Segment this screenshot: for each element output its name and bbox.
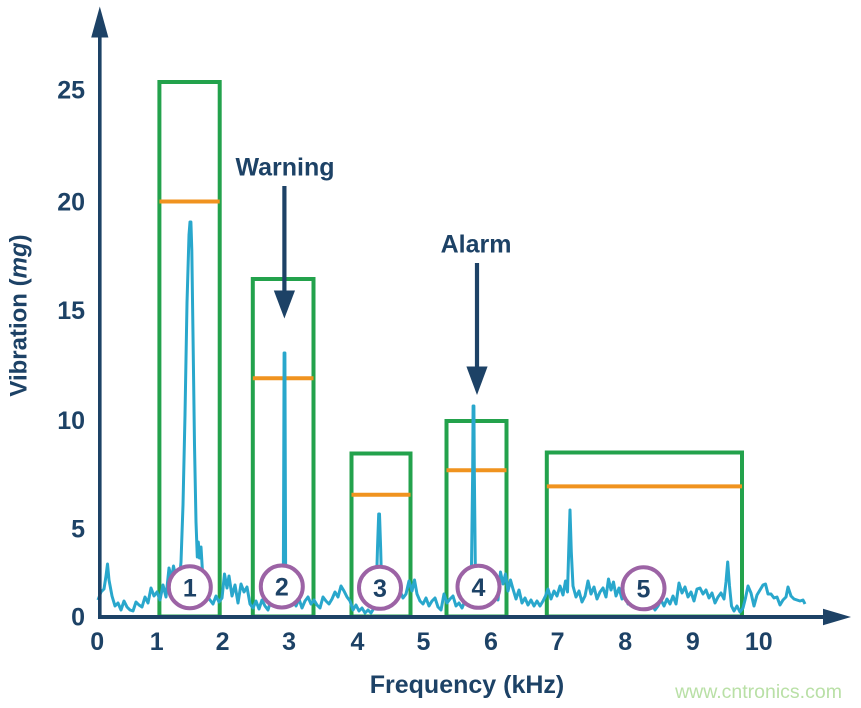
- svg-text:Frequency (kHz): Frequency (kHz): [370, 671, 564, 699]
- svg-text:1: 1: [150, 628, 164, 656]
- svg-text:15: 15: [57, 297, 85, 325]
- svg-text:1: 1: [183, 574, 197, 602]
- svg-text:10: 10: [57, 407, 85, 435]
- svg-text:3: 3: [282, 628, 296, 656]
- svg-text:Alarm: Alarm: [441, 231, 512, 259]
- svg-text:20: 20: [57, 189, 85, 217]
- svg-text:2: 2: [275, 574, 289, 602]
- svg-text:4: 4: [472, 574, 486, 602]
- svg-text:0: 0: [90, 628, 104, 656]
- svg-text:Vibration (mg): Vibration (mg): [6, 234, 33, 396]
- svg-text:6: 6: [484, 628, 498, 656]
- svg-text:2: 2: [216, 628, 230, 656]
- svg-text:9: 9: [686, 628, 700, 656]
- svg-text:25: 25: [57, 77, 85, 105]
- svg-text:5: 5: [417, 628, 431, 656]
- svg-text:10: 10: [745, 628, 773, 656]
- svg-text:7: 7: [551, 628, 565, 656]
- svg-text:3: 3: [373, 575, 387, 603]
- svg-text:www.cntronics.com: www.cntronics.com: [674, 681, 842, 703]
- svg-text:5: 5: [637, 576, 651, 604]
- svg-text:4: 4: [350, 628, 364, 656]
- svg-text:8: 8: [618, 628, 632, 656]
- svg-text:0: 0: [71, 604, 85, 632]
- svg-text:5: 5: [71, 516, 85, 544]
- svg-text:Warning: Warning: [235, 154, 334, 182]
